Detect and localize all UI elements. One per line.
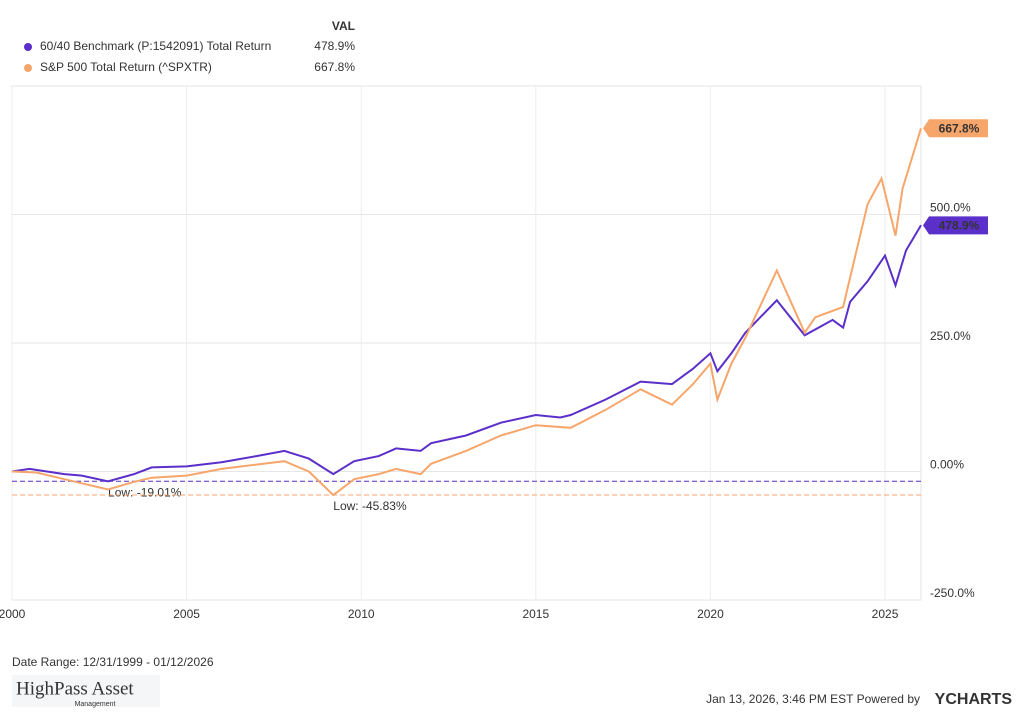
legend-value: 667.8% [314, 60, 355, 74]
legend-header: VAL [332, 19, 355, 33]
logo: HighPass Asset [16, 678, 134, 699]
x-tick-label: 2000 [0, 607, 26, 621]
date-range: Date Range: 12/31/1999 - 01/12/2026 [12, 655, 214, 669]
end-tag [923, 119, 988, 138]
end-label: 667.8% [939, 121, 980, 135]
logo-sub: Management [75, 701, 116, 708]
x-tick-label: 2010 [348, 607, 375, 621]
y-tick-label: -250.0% [930, 586, 975, 600]
series-line [11, 224, 922, 483]
y-tick-label: 0.00% [930, 458, 964, 472]
legend-label: S&P 500 Total Return (^SPXTR) [40, 60, 212, 74]
y-tick-label: 250.0% [930, 329, 971, 343]
logo-box [12, 675, 160, 707]
legend-label: 60/40 Benchmark (P:1542091) Total Return [40, 39, 271, 53]
brand: YCHARTS [935, 691, 1013, 708]
x-tick-label: 2020 [697, 607, 724, 621]
legend-value: 478.9% [314, 39, 355, 53]
x-tick-label: 2015 [522, 607, 549, 621]
x-tick-label: 2005 [173, 607, 200, 621]
end-label: 478.9% [939, 219, 980, 233]
timestamp: Jan 13, 2026, 3:46 PM EST Powered by [706, 692, 920, 706]
end-tag [923, 216, 988, 235]
legend-marker [24, 64, 32, 72]
x-tick-label: 2025 [872, 607, 899, 621]
low-label: Low: -45.83% [333, 499, 407, 513]
series-line [11, 128, 922, 497]
legend-marker [24, 43, 32, 51]
y-tick-label: 500.0% [930, 201, 971, 215]
low-label: Low: -19.01% [108, 485, 182, 499]
